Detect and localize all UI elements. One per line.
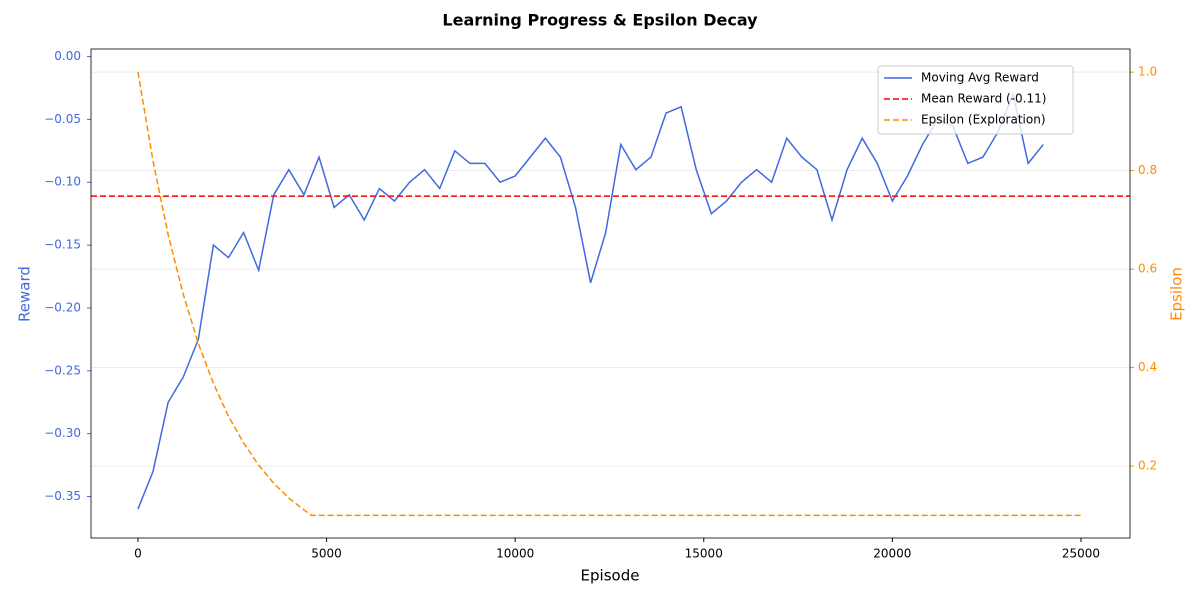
y-tick-label: −0.35 [44,489,81,503]
x-tick-label: 20000 [873,547,911,561]
y2-tick-label: 0.8 [1138,163,1157,177]
series-line [137,72,1081,517]
x-tick-label: 0 [134,547,142,561]
y2-tick-label: 0.4 [1138,360,1157,374]
x-tick-label: 5000 [311,547,342,561]
y-tick-label: −0.30 [44,426,81,440]
y-tick-label: 0.00 [54,49,81,63]
y-axis-label: Reward [16,266,34,322]
legend-label: Moving Avg Reward [921,71,1039,85]
y-tick-label: −0.15 [44,238,81,252]
y2-tick-label: 0.6 [1138,262,1157,276]
x-tick-label: 15000 [685,547,723,561]
y-tick-label: −0.05 [44,112,81,126]
y-tick-label: −0.20 [44,300,81,314]
plot-frame [90,48,1131,539]
legend-box [877,65,1074,135]
y-tick-label: −0.25 [44,363,81,377]
series-line [137,91,1044,510]
y-tick-label: −0.10 [44,175,81,189]
chart-title: Learning Progress & Epsilon Decay [442,11,758,30]
legend-label: Mean Reward (-0.11) [921,92,1046,106]
x-axis-label: Episode [581,567,640,585]
x-tick-label: 10000 [496,547,534,561]
x-tick-label: 25000 [1062,547,1100,561]
y2-tick-label: 0.2 [1138,459,1157,473]
legend-label: Epsilon (Exploration) [921,113,1046,127]
y2-tick-label: 1.0 [1138,65,1157,79]
y2-axis-label: Epsilon [1168,267,1186,321]
